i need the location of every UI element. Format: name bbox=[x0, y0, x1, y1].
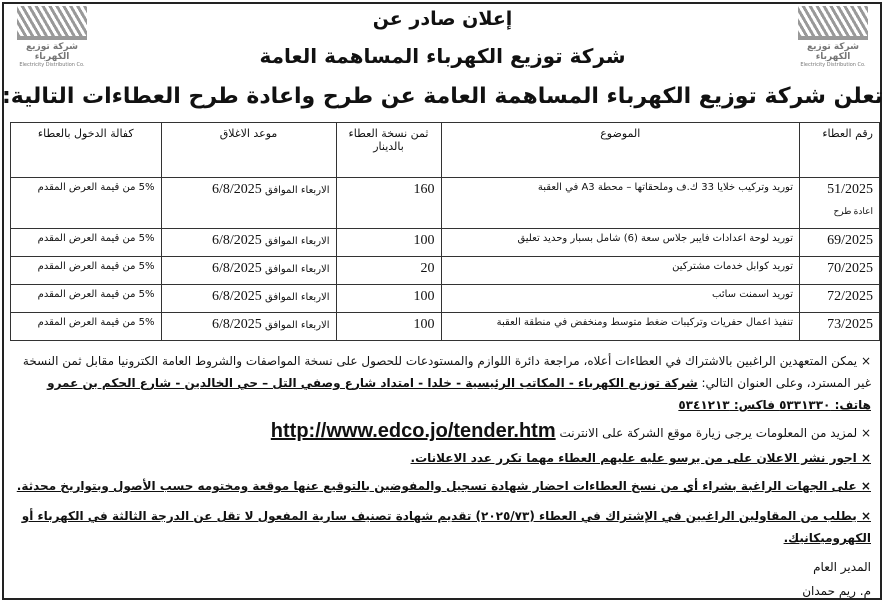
tender-subject: توريد لوحة اعدادات فايبر جلاس سعة (6) شا… bbox=[440, 228, 801, 257]
tender-subject: توريد كوابل خدمات مشتركين bbox=[440, 256, 801, 285]
signature: المدير العام م. ريم حمدان bbox=[11, 555, 871, 603]
company-logo-left: شركة توزيع الكهرباء Electricity Distribut… bbox=[8, 6, 96, 68]
note-ad-fees: × اجور نشر الاعلان على من يرسو عليه عليه… bbox=[410, 451, 871, 465]
bid-bond: 5% من قيمة العرض المقدم bbox=[10, 177, 162, 229]
bid-bond: 5% من قيمة العرض المقدم bbox=[10, 284, 162, 313]
tender-subject: توريد اسمنت سائب bbox=[440, 284, 801, 313]
company-logo-right: شركة توزيع الكهرباء Electricity Distribut… bbox=[789, 6, 877, 68]
table-row: 51/2025 اعادة طرح توريد وتركيب خلايا 33 ك… bbox=[10, 177, 880, 229]
header-price: ثمن نسخة العطاء بالدينار bbox=[335, 122, 442, 178]
tender-price: 100 bbox=[335, 312, 442, 341]
note-registration: × على الجهات الراغبة بشراء أي من نسخ الع… bbox=[16, 479, 871, 493]
tender-number: 69/2025 bbox=[799, 228, 880, 257]
tender-price: 160 bbox=[335, 177, 442, 229]
tender-price: 100 bbox=[335, 228, 442, 257]
tender-number: 70/2025 bbox=[799, 256, 880, 285]
tenders-table: رقم العطاء الموضوع ثمن نسخة العطاء بالدي… bbox=[10, 122, 880, 341]
signature-name: م. ريم حمدان bbox=[802, 584, 871, 598]
tender-number: 51/2025 اعادة طرح bbox=[799, 177, 880, 229]
table-row: 72/2025 توريد اسمنت سائب 100 الاربعاء ال… bbox=[10, 284, 880, 313]
title-company: شركة توزيع الكهرباء المساهمة العامة bbox=[259, 44, 626, 68]
title-announcement: تعلن شركة توزيع الكهرباء المساهمة العامة… bbox=[1, 84, 884, 109]
tender-number: 73/2025 bbox=[799, 312, 880, 341]
header-bond: كفالة الدخول بالعطاء bbox=[10, 122, 162, 178]
re-tender-note: اعادة طرح bbox=[833, 206, 873, 216]
closing-date: الاربعاء الموافق 6/8/2025 bbox=[160, 228, 337, 257]
tender-subject: تنفيذ اعمال حفريات وتركيبات ضغط متوسط وم… bbox=[440, 312, 801, 341]
website-link[interactable]: http://www.edco.jo/tender.htm bbox=[270, 420, 556, 442]
tender-subject: توريد وتركيب خلايا 33 ك.ف وملحقاتها – مح… bbox=[440, 177, 801, 229]
table-row: 70/2025 توريد كوابل خدمات مشتركين 20 الا… bbox=[10, 256, 880, 285]
tender-price: 20 bbox=[335, 256, 442, 285]
note-instructions: × يمكن المتعهدين الراغبين بالاشتراك في ا… bbox=[22, 354, 871, 412]
bid-bond: 5% من قيمة العرض المقدم bbox=[10, 312, 162, 341]
bid-bond: 5% من قيمة العرض المقدم bbox=[10, 256, 162, 285]
header-closing-date: موعد الاغلاق bbox=[160, 122, 337, 178]
header-subject: الموضوع bbox=[440, 122, 801, 178]
notes-section: × يمكن المتعهدين الراغبين بالاشتراك في ا… bbox=[11, 350, 871, 603]
bid-bond: 5% من قيمة العرض المقدم bbox=[10, 228, 162, 257]
note-website: × لمزيد من المعلومات يرجى زيارة موقع الش… bbox=[270, 420, 871, 442]
table-row: 73/2025 تنفيذ اعمال حفريات وتركيبات ضغط … bbox=[10, 312, 880, 341]
closing-date: الاربعاء الموافق 6/8/2025 bbox=[160, 284, 337, 313]
table-row: 69/2025 توريد لوحة اعدادات فايبر جلاس سع… bbox=[10, 228, 880, 257]
company-address: شركة توزيع الكهرباء - المكاتب الرئيسية -… bbox=[47, 376, 871, 412]
closing-date: الاربعاء الموافق 6/8/2025 bbox=[160, 256, 337, 285]
closing-date: الاربعاء الموافق 6/8/2025 bbox=[160, 177, 337, 229]
header-tender-number: رقم العطاء bbox=[799, 122, 880, 178]
note-classification: × يطلب من المقاولين الراغبين في الإشتراك… bbox=[21, 509, 871, 545]
tender-price: 100 bbox=[335, 284, 442, 313]
signature-role: المدير العام bbox=[813, 560, 871, 574]
closing-date: الاربعاء الموافق 6/8/2025 bbox=[160, 312, 337, 341]
title-issued-by: إعلان صادر عن bbox=[372, 8, 513, 30]
tender-number: 72/2025 bbox=[799, 284, 880, 313]
